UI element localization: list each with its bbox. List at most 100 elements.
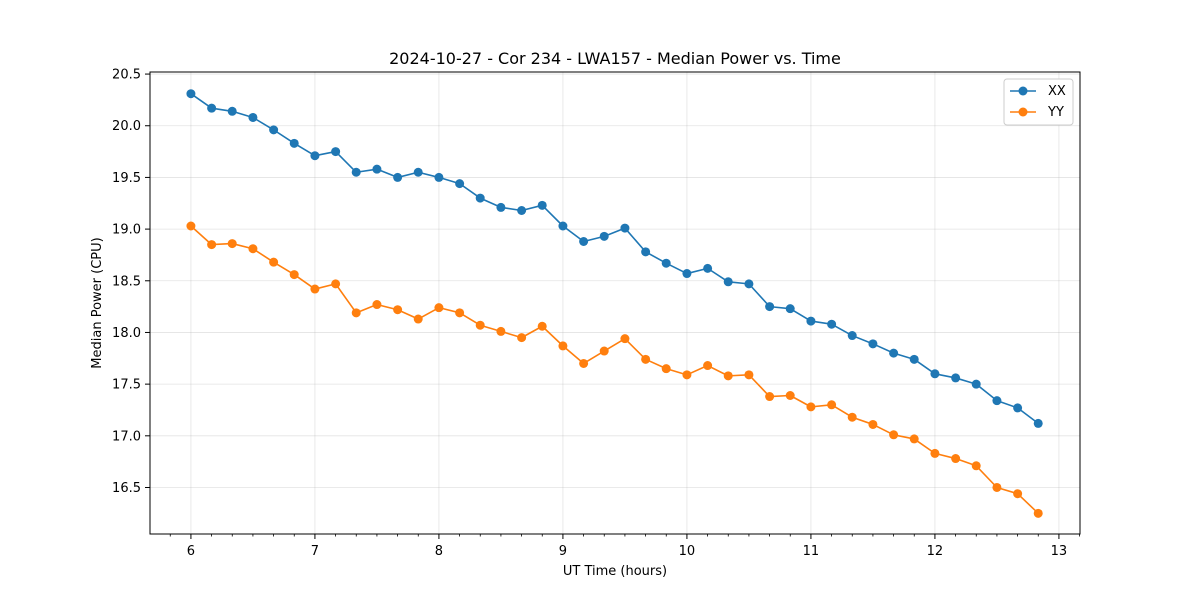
- data-point-yy: [785, 391, 795, 401]
- data-point-yy: [434, 303, 444, 313]
- data-point-xx: [992, 396, 1002, 406]
- data-point-xx: [1013, 403, 1023, 413]
- data-point-xx: [496, 202, 506, 212]
- y-tick-label: 19.5: [112, 171, 141, 186]
- data-point-yy: [351, 308, 361, 318]
- data-point-yy: [393, 305, 403, 315]
- legend-label-yy: YY: [1047, 105, 1064, 120]
- data-point-xx: [620, 223, 630, 233]
- x-tick-label: 11: [803, 544, 820, 559]
- data-point-yy: [413, 314, 423, 324]
- x-tick-label: 12: [927, 544, 944, 559]
- data-point-xx: [930, 369, 940, 379]
- data-point-yy: [475, 320, 485, 330]
- data-point-xx: [517, 205, 527, 215]
- data-point-xx: [393, 172, 403, 182]
- data-point-yy: [517, 333, 527, 343]
- data-point-yy: [331, 279, 341, 289]
- data-point-xx: [289, 138, 299, 148]
- legend-label-xx: XX: [1048, 84, 1066, 99]
- data-point-xx: [744, 279, 754, 289]
- data-point-yy: [372, 300, 382, 310]
- y-tick-label: 20.0: [112, 119, 141, 134]
- data-point-xx: [248, 112, 258, 122]
- data-point-yy: [579, 358, 589, 368]
- series-yy: [186, 221, 1043, 518]
- legend-marker-yy: [1018, 107, 1028, 117]
- data-point-yy: [620, 334, 630, 344]
- data-point-yy: [227, 239, 237, 249]
- data-point-yy: [289, 270, 299, 280]
- data-point-xx: [269, 125, 279, 135]
- data-point-yy: [455, 308, 465, 318]
- y-tick-label: 20.5: [112, 68, 141, 83]
- y-tick-label: 18.5: [112, 274, 141, 289]
- data-point-yy: [1033, 508, 1043, 518]
- data-point-yy: [269, 257, 279, 267]
- y-tick-label: 17.5: [112, 378, 141, 393]
- data-point-yy: [641, 354, 651, 364]
- data-point-xx: [455, 179, 465, 189]
- data-point-xx: [351, 167, 361, 177]
- x-tick-label: 6: [187, 544, 195, 559]
- data-point-yy: [207, 240, 217, 250]
- data-point-xx: [599, 231, 609, 241]
- data-point-xx: [765, 302, 775, 312]
- data-point-yy: [682, 370, 692, 380]
- data-point-yy: [889, 430, 899, 440]
- data-point-xx: [661, 258, 671, 268]
- series-xx: [186, 89, 1043, 428]
- data-point-yy: [599, 346, 609, 356]
- data-point-xx: [703, 263, 713, 273]
- data-point-xx: [331, 147, 341, 157]
- data-point-yy: [186, 221, 196, 231]
- x-tick-label: 7: [311, 544, 319, 559]
- data-point-xx: [682, 269, 692, 279]
- data-point-xx: [827, 319, 837, 329]
- data-point-xx: [579, 237, 589, 247]
- data-point-xx: [413, 167, 423, 177]
- data-point-xx: [207, 103, 217, 113]
- y-tick-label: 19.0: [112, 223, 141, 238]
- y-tick-label: 16.5: [112, 481, 141, 496]
- data-point-xx: [971, 379, 981, 389]
- data-point-yy: [558, 341, 568, 351]
- data-point-xx: [785, 304, 795, 314]
- plot-frame: [149, 71, 1081, 535]
- data-point-xx: [868, 339, 878, 349]
- ticks: 6 7 8 9 10 11 12 13 16.5 17.0 17.5 18.0 18.5 19.0 19.5…: [112, 68, 1080, 559]
- data-point-xx: [558, 221, 568, 231]
- chart-title: 2024-10-27 - Cor 234 - LWA157 - Median P…: [389, 49, 841, 68]
- data-point-xx: [889, 348, 899, 358]
- data-point-xx: [723, 277, 733, 287]
- data-point-xx: [310, 151, 320, 161]
- data-point-xx: [847, 331, 857, 341]
- data-point-xx: [537, 200, 547, 210]
- grid: [150, 72, 1080, 534]
- data-point-xx: [227, 106, 237, 116]
- data-point-yy: [909, 434, 919, 444]
- legend: XX YY: [1003, 78, 1074, 126]
- y-tick-label: 17.0: [112, 429, 141, 444]
- x-tick-label: 9: [559, 544, 567, 559]
- data-point-xx: [909, 354, 919, 364]
- data-point-xx: [1033, 418, 1043, 428]
- x-tick-label: 8: [435, 544, 443, 559]
- data-point-yy: [310, 284, 320, 294]
- data-point-yy: [744, 370, 754, 380]
- data-point-yy: [765, 392, 775, 402]
- data-point-xx: [806, 316, 816, 326]
- data-point-yy: [868, 419, 878, 429]
- data-point-yy: [661, 364, 671, 374]
- y-tick-label: 18.0: [112, 326, 141, 341]
- data-point-xx: [186, 89, 196, 99]
- data-point-xx: [475, 193, 485, 203]
- data-point-yy: [496, 326, 506, 336]
- x-tick-label: 13: [1051, 544, 1068, 559]
- data-point-yy: [971, 461, 981, 471]
- data-point-yy: [806, 402, 816, 412]
- x-axis-title: UT Time (hours): [563, 564, 667, 579]
- y-axis-title: Median Power (CPU): [90, 237, 105, 368]
- data-point-yy: [992, 482, 1002, 492]
